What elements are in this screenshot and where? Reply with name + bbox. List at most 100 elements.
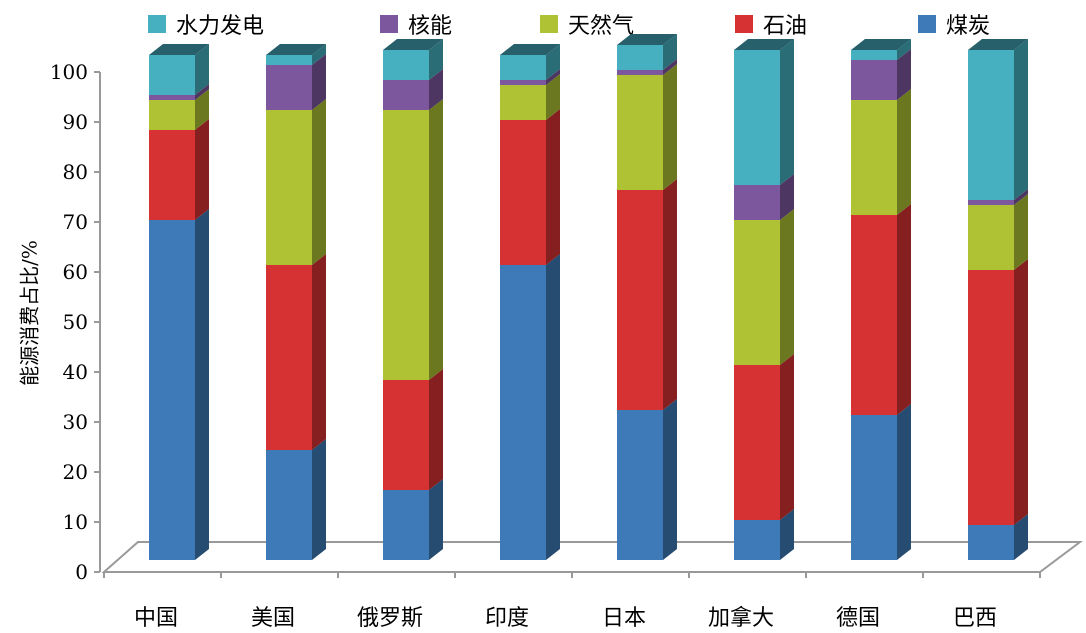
bar-segment [383, 80, 429, 110]
x-tick-label: 巴西 [953, 606, 997, 631]
bar-segment [149, 55, 195, 95]
bar-side [897, 89, 911, 215]
bar-side [195, 209, 209, 560]
bar-segment [149, 95, 195, 100]
bar-segment [383, 50, 429, 80]
bar-side [546, 74, 560, 120]
bar-segment [266, 110, 312, 265]
legend-swatch [918, 15, 936, 33]
bar-segment [383, 380, 429, 490]
bar-side [312, 54, 326, 110]
bar-segment [851, 100, 897, 215]
bar-side [663, 64, 677, 190]
bar-side [546, 109, 560, 265]
legend-swatch [148, 15, 166, 33]
x-tick-label: 中国 [134, 606, 178, 631]
bar-segment [734, 185, 780, 220]
bar-side [312, 254, 326, 450]
bar-segment [734, 220, 780, 365]
y-tick-label: 90 [63, 110, 88, 134]
bar-side [546, 69, 560, 85]
bar-segment [617, 45, 663, 70]
bar-side [780, 209, 794, 365]
y-tick-label: 100 [50, 60, 88, 84]
bar-segment [851, 415, 897, 560]
legend: 水力发电 核能 天然气 石油 煤炭 [0, 0, 1086, 40]
legend-label: 水力发电 [176, 14, 265, 39]
bar-side [897, 49, 911, 100]
x-tick-label: 德国 [836, 606, 880, 631]
bar-side [663, 399, 677, 560]
y-tick-label: 40 [63, 360, 88, 384]
bar-side [663, 34, 677, 70]
legend-item: 煤炭 [918, 8, 990, 40]
y-tick-label: 60 [63, 260, 88, 284]
bar-segment [149, 130, 195, 220]
bar-side [429, 39, 443, 80]
x-tick-label: 印度 [485, 606, 529, 631]
bar-side [897, 204, 911, 415]
bar-top [968, 39, 1028, 50]
bar-segment [968, 205, 1014, 270]
bar-side [195, 44, 209, 95]
bar-side [195, 84, 209, 100]
bar-side [429, 479, 443, 560]
bar-side [546, 44, 560, 80]
bar-side [780, 354, 794, 520]
bar-segment [383, 110, 429, 380]
bar-segment [149, 220, 195, 560]
x-tick-label: 日本 [602, 606, 646, 631]
bar-segment [266, 265, 312, 450]
legend-swatch [735, 15, 753, 33]
bar-segment [734, 365, 780, 520]
legend-item: 水力发电 [148, 8, 264, 40]
bar-side [1014, 259, 1028, 525]
bar-side [429, 69, 443, 110]
bar-top [851, 39, 911, 50]
bar-segment [500, 80, 546, 85]
floor [101, 541, 1083, 573]
bar-top [500, 44, 560, 55]
bar-segment [968, 200, 1014, 205]
legend-item: 天然气 [540, 8, 634, 40]
legend-swatch [380, 15, 398, 33]
bar-side [429, 99, 443, 380]
bar-top [617, 34, 677, 45]
legend-label: 天然气 [568, 14, 635, 39]
bar-segment [851, 215, 897, 415]
bar-top [734, 39, 794, 50]
bar-segment [383, 490, 429, 560]
bar-side [663, 59, 677, 75]
bar-segment [617, 75, 663, 190]
y-tick-label: 70 [63, 210, 88, 234]
bar-side [312, 439, 326, 560]
bar-segment [266, 450, 312, 560]
bar-side [312, 99, 326, 265]
y-tick-label: 20 [63, 460, 88, 484]
y-tick-label: 50 [63, 310, 88, 334]
legend-label: 煤炭 [946, 14, 991, 39]
bar-side [1014, 39, 1028, 200]
bar-side [780, 39, 794, 185]
bar-segment [500, 85, 546, 120]
bar-segment [266, 65, 312, 110]
bar-segment [968, 525, 1014, 560]
x-tick-label: 加拿大 [708, 605, 774, 631]
bar-segment [266, 55, 312, 65]
bar-segment [734, 520, 780, 560]
bar-segment [734, 50, 780, 185]
bar-segment [617, 410, 663, 560]
legend-item: 核能 [380, 8, 452, 40]
bar-side [429, 369, 443, 490]
bar-segment [968, 50, 1014, 200]
legend-swatch [540, 15, 558, 33]
bar-side [663, 179, 677, 410]
bar-segment [617, 70, 663, 75]
bar-segment [851, 60, 897, 100]
x-tick-label: 俄罗斯 [357, 606, 423, 631]
legend-label: 核能 [408, 14, 453, 39]
bar-segment [500, 265, 546, 560]
legend-label: 石油 [763, 14, 808, 39]
legend-item: 石油 [735, 8, 807, 40]
bar-side [312, 44, 326, 65]
